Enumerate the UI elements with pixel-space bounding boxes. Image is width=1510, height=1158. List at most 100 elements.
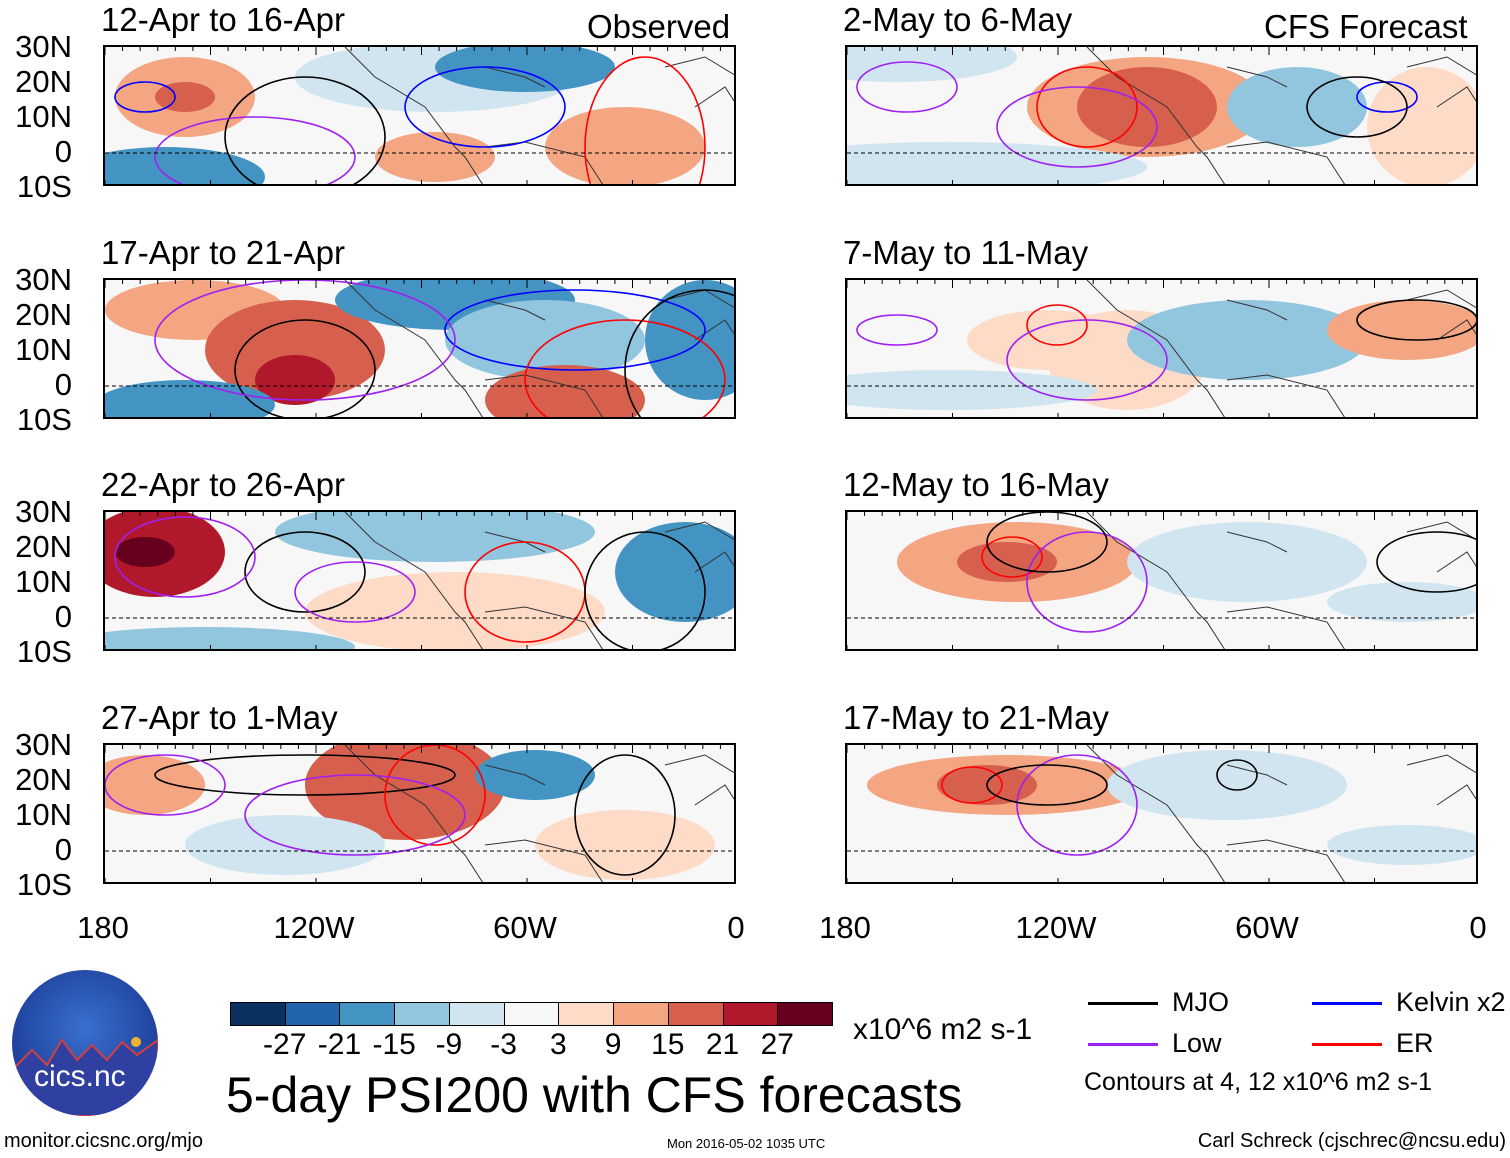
colorbar-label: -9 xyxy=(435,1028,463,1061)
shading-region xyxy=(1327,582,1476,622)
colorbar-label: -27 xyxy=(263,1028,307,1061)
shading-region xyxy=(847,370,1097,410)
map-panel xyxy=(845,45,1478,186)
lat-label: 20N xyxy=(15,297,72,332)
shading-region xyxy=(305,572,605,649)
map-panel xyxy=(845,278,1478,419)
shading-region xyxy=(1127,300,1367,380)
lat-label: 0 xyxy=(54,832,72,867)
observed-label: Observed xyxy=(587,8,731,45)
shading-region xyxy=(1327,300,1476,360)
shading-region xyxy=(615,522,734,622)
colorbar-units: x10^6 m2 s-1 xyxy=(853,1013,1033,1046)
lon-label: 180 xyxy=(77,910,129,945)
legend-swatch xyxy=(1088,1043,1158,1046)
coastline xyxy=(344,47,734,184)
footer-author: Carl Schreck (cjschrec@ncsu.edu) xyxy=(1197,1130,1506,1152)
map-panel xyxy=(845,510,1478,651)
coastline xyxy=(344,280,734,417)
colorbar-swatch xyxy=(284,1002,341,1026)
colorbar-label: 9 xyxy=(604,1028,622,1061)
lon-label: 120W xyxy=(1015,910,1097,945)
coastline xyxy=(1086,512,1476,649)
footer-url[interactable]: monitor.cicsnc.org/mjo xyxy=(4,1130,203,1152)
contour-line xyxy=(224,76,386,184)
legend-label: Kelvin x2 xyxy=(1396,987,1506,1017)
contour-line xyxy=(234,319,376,417)
lat-label: 30N xyxy=(15,727,72,762)
shading-region xyxy=(105,627,355,649)
shading-region xyxy=(205,300,385,400)
contour-line xyxy=(624,289,734,417)
coastline xyxy=(1086,745,1476,882)
shading-region xyxy=(185,815,385,875)
contour-line xyxy=(986,512,1108,573)
shading-region xyxy=(105,380,275,417)
panel-title: 7-May to 11-May xyxy=(843,234,1089,271)
lat-label: 0 xyxy=(54,134,72,169)
contour-line xyxy=(154,754,456,796)
shading-region xyxy=(545,107,705,184)
panel-title: 17-Apr to 21-Apr xyxy=(101,234,345,271)
colorbar-swatch xyxy=(503,1002,560,1026)
colorbar-swatch xyxy=(613,1002,669,1026)
contour-line xyxy=(1376,531,1476,593)
map-panel xyxy=(845,743,1478,884)
lon-label: 0 xyxy=(1469,910,1487,945)
colorbar-label: 3 xyxy=(550,1028,567,1061)
shading-region xyxy=(105,147,265,184)
contour-line xyxy=(996,86,1158,168)
contour-line xyxy=(1026,531,1148,633)
colorbar-label: -21 xyxy=(317,1028,362,1061)
lon-label: 0 xyxy=(727,910,745,945)
shading-region xyxy=(535,810,715,880)
map-panel xyxy=(103,278,736,419)
lat-label: 10N xyxy=(15,797,72,832)
contour-line xyxy=(856,61,958,113)
lat-label: 10N xyxy=(15,564,72,599)
coastline xyxy=(1086,280,1476,417)
contour-line xyxy=(1356,81,1418,113)
panel-title: 27-Apr to 1-May xyxy=(101,699,338,736)
colorbar-swatch xyxy=(722,1002,779,1026)
lon-label: 120W xyxy=(273,910,355,945)
contour-line xyxy=(105,754,226,816)
shading-region xyxy=(645,280,734,400)
shading-region xyxy=(375,132,495,182)
colorbar-label: 21 xyxy=(705,1028,740,1061)
contour-line xyxy=(524,319,726,417)
contour-line xyxy=(1356,299,1476,341)
lat-label: 20N xyxy=(15,762,72,797)
colorbar-swatch xyxy=(339,1002,396,1026)
panel-title: 2-May to 6-May xyxy=(843,1,1073,38)
logo-text: cics.nc xyxy=(34,1060,126,1093)
shading-region xyxy=(1367,67,1476,184)
colorbar-label: -3 xyxy=(490,1028,517,1061)
shading-region xyxy=(1107,750,1347,820)
colorbar-swatch xyxy=(230,1002,286,1026)
contour-line xyxy=(154,116,356,184)
panel-title: 22-Apr to 26-Apr xyxy=(101,466,345,503)
legend-swatch xyxy=(1088,1002,1158,1005)
shading-region xyxy=(105,755,205,815)
contour-line xyxy=(1216,759,1258,791)
colorbar-swatch xyxy=(448,1002,505,1026)
lat-label: 10S xyxy=(16,169,72,204)
contour-line xyxy=(244,774,466,856)
figure-title: 5-day PSI200 with CFS forecasts xyxy=(226,1067,963,1123)
map-panel xyxy=(103,45,736,186)
colorbar-swatch xyxy=(667,1002,724,1026)
shading-region xyxy=(155,82,215,112)
contour-line xyxy=(294,561,416,623)
contour-line xyxy=(404,66,566,148)
colorbar-swatch xyxy=(558,1002,615,1026)
legend-label: MJO xyxy=(1172,987,1229,1017)
shading-region xyxy=(435,47,615,92)
legend-swatch xyxy=(1312,1002,1382,1005)
contour-line xyxy=(584,531,706,649)
lat-label: 10S xyxy=(16,634,72,669)
legend-swatch xyxy=(1312,1043,1382,1046)
contour-line xyxy=(114,516,256,598)
lon-label: 180 xyxy=(819,910,871,945)
